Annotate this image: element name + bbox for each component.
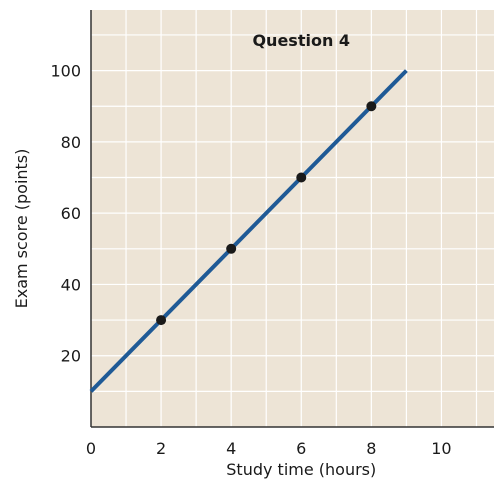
x-tick-label: 6	[296, 439, 306, 458]
y-tick-label: 40	[61, 275, 81, 294]
y-axis-title: Exam score (points)	[12, 149, 31, 309]
data-point	[226, 243, 237, 254]
plot-area	[91, 10, 494, 427]
x-tick-labels: 0 2 4 6 8 10	[86, 439, 452, 458]
axes	[90, 10, 494, 428]
x-tick-label: 2	[156, 439, 166, 458]
data-point	[366, 101, 377, 112]
chart-title: Question 4	[252, 31, 350, 50]
x-tick-label: 8	[366, 439, 376, 458]
y-tick-label: 100	[50, 62, 81, 81]
series-line	[89, 69, 408, 393]
series	[89, 69, 408, 393]
y-tick-labels: 20 40 60 80 100	[50, 62, 81, 366]
data-point	[156, 315, 167, 326]
data-point	[296, 172, 307, 183]
x-tick-label: 0	[86, 439, 96, 458]
x-axis-title: Study time (hours)	[226, 460, 376, 479]
x-tick-label: 4	[226, 439, 236, 458]
y-tick-label: 80	[61, 133, 81, 152]
x-tick-label: 10	[431, 439, 451, 458]
grid	[91, 10, 494, 427]
y-tick-label: 20	[61, 347, 81, 366]
y-tick-label: 60	[61, 204, 81, 223]
